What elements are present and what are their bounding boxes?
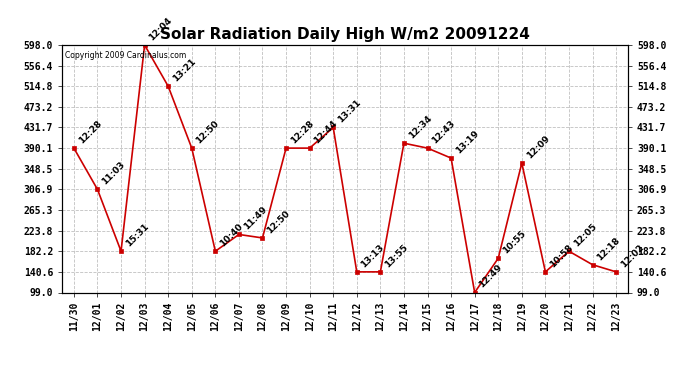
Text: 12:18: 12:18 <box>595 236 622 262</box>
Text: Copyright 2009 Cardinalus.com: Copyright 2009 Cardinalus.com <box>65 51 186 60</box>
Text: 13:31: 13:31 <box>336 98 363 125</box>
Text: 13:13: 13:13 <box>359 243 386 269</box>
Text: 12:50: 12:50 <box>265 209 292 235</box>
Text: 10:58: 10:58 <box>548 243 575 269</box>
Text: 13:19: 13:19 <box>454 129 480 155</box>
Text: 13:21: 13:21 <box>171 57 197 84</box>
Text: 13:55: 13:55 <box>383 243 410 269</box>
Text: 12:34: 12:34 <box>406 114 433 140</box>
Text: 12:09: 12:09 <box>524 134 551 160</box>
Text: 11:03: 11:03 <box>100 160 127 187</box>
Text: 11:49: 11:49 <box>241 205 268 232</box>
Text: 12:49: 12:49 <box>477 263 504 290</box>
Title: Solar Radiation Daily High W/m2 20091224: Solar Radiation Daily High W/m2 20091224 <box>160 27 530 42</box>
Text: 12:28: 12:28 <box>77 119 104 146</box>
Text: 12:28: 12:28 <box>289 119 315 146</box>
Text: 15:31: 15:31 <box>124 222 150 249</box>
Text: 10:55: 10:55 <box>501 229 528 255</box>
Text: 12:02: 12:02 <box>619 243 645 269</box>
Text: 10:40: 10:40 <box>218 222 245 249</box>
Text: 12:44: 12:44 <box>313 118 339 146</box>
Text: 12:43: 12:43 <box>431 118 457 146</box>
Text: 12:50: 12:50 <box>195 119 221 146</box>
Text: 12:04: 12:04 <box>148 16 174 42</box>
Text: 12:05: 12:05 <box>572 222 598 249</box>
